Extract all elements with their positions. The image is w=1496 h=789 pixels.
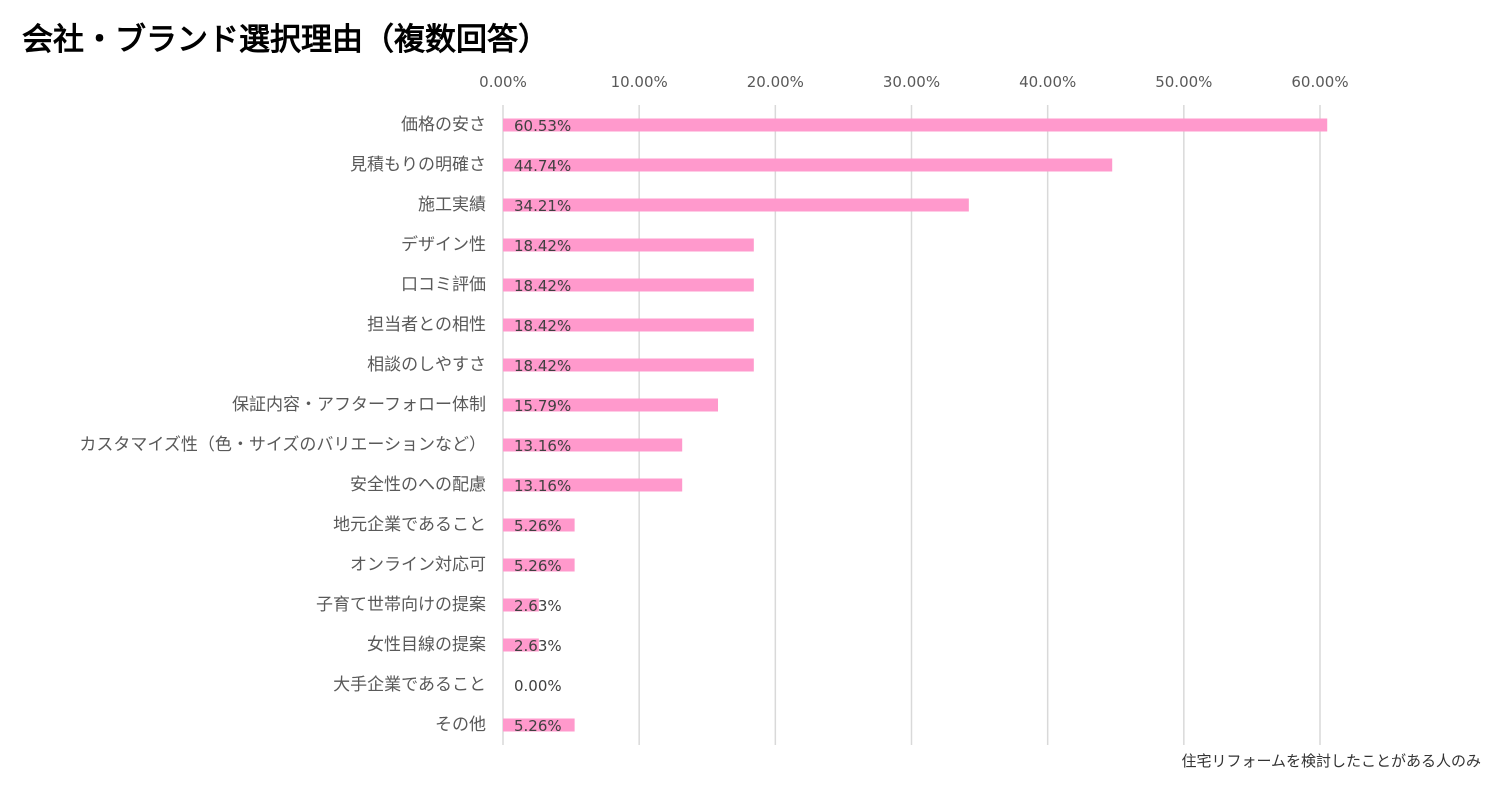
data-label: 18.42% (514, 317, 571, 335)
category-label: デザイン性 (401, 234, 486, 255)
bar (503, 198, 969, 212)
category-label: 口コミ評価 (401, 275, 486, 295)
category-labels: 価格の安さ見積もりの明確さ施工実績デザイン性口コミ評価担当者との相性相談のしやす… (79, 115, 486, 735)
gridlines (502, 105, 1321, 745)
data-label: 44.74% (514, 157, 571, 175)
x-tick-label: 60.00% (1291, 73, 1348, 91)
category-label: 施工実績 (418, 195, 486, 215)
data-label: 5.26% (514, 717, 562, 735)
category-label: 担当者との相性 (367, 315, 486, 335)
data-labels: 60.53% 44.74% 34.21% 18.42% 18.42% 18.42% 18.4… (514, 117, 571, 735)
category-label: 大手企業であること (333, 675, 486, 695)
bar (503, 318, 754, 332)
data-label: 2.63% (514, 637, 562, 655)
bar (503, 238, 754, 252)
data-label: 13.16% (514, 437, 571, 455)
x-tick-label: 30.00% (883, 73, 940, 91)
category-label: オンライン対応可 (350, 555, 486, 575)
category-label: 相談のしやすさ (367, 355, 486, 375)
data-label: 18.42% (514, 357, 571, 375)
data-label: 34.21% (514, 197, 571, 215)
category-label: 見積もりの明確さ (350, 155, 486, 175)
x-tick-label: 10.00% (611, 73, 668, 91)
bars (503, 118, 1328, 732)
category-label: カスタマイズ性（色・サイズのバリエーションなど） (79, 435, 486, 455)
data-label: 5.26% (514, 557, 562, 575)
data-label: 18.42% (514, 277, 571, 295)
data-label: 2.63% (514, 597, 562, 615)
category-label: 価格の安さ (401, 115, 486, 135)
x-tick-label: 0.00% (479, 73, 527, 91)
bar (503, 438, 683, 452)
x-tick-label: 20.00% (747, 73, 804, 91)
bar (503, 158, 1113, 172)
bar (503, 478, 683, 492)
data-label: 18.42% (514, 237, 571, 255)
bar (503, 638, 539, 652)
chart-title: 会社・ブランド選択理由（複数回答） (22, 22, 549, 58)
footnote: 住宅リフォームを検討したことがある人のみ (1181, 752, 1481, 770)
bar (503, 598, 539, 612)
x-tick-label: 40.00% (1019, 73, 1076, 91)
bar (503, 118, 1328, 132)
category-label: 保証内容・アフターフォロー体制 (232, 395, 486, 415)
data-label: 60.53% (514, 117, 571, 135)
category-label: 女性目線の提案 (367, 635, 486, 655)
data-label: 5.26% (514, 517, 562, 535)
x-axis-ticks: 0.00% 10.00% 20.00% 30.00% 40.00% 50.00% 60.00… (479, 73, 1348, 91)
category-label: 地元企業であること (333, 515, 486, 535)
bar (503, 398, 719, 412)
category-label: 安全性のへの配慮 (350, 475, 486, 495)
bar (503, 278, 754, 292)
bar (503, 358, 754, 372)
category-label: その他 (435, 715, 486, 735)
bar (503, 518, 575, 532)
data-label: 15.79% (514, 397, 571, 415)
data-label: 0.00% (514, 677, 562, 695)
x-tick-label: 50.00% (1155, 73, 1212, 91)
data-label: 13.16% (514, 477, 571, 495)
bar (503, 558, 575, 572)
bar (503, 718, 575, 732)
category-label: 子育て世帯向けの提案 (316, 595, 486, 615)
